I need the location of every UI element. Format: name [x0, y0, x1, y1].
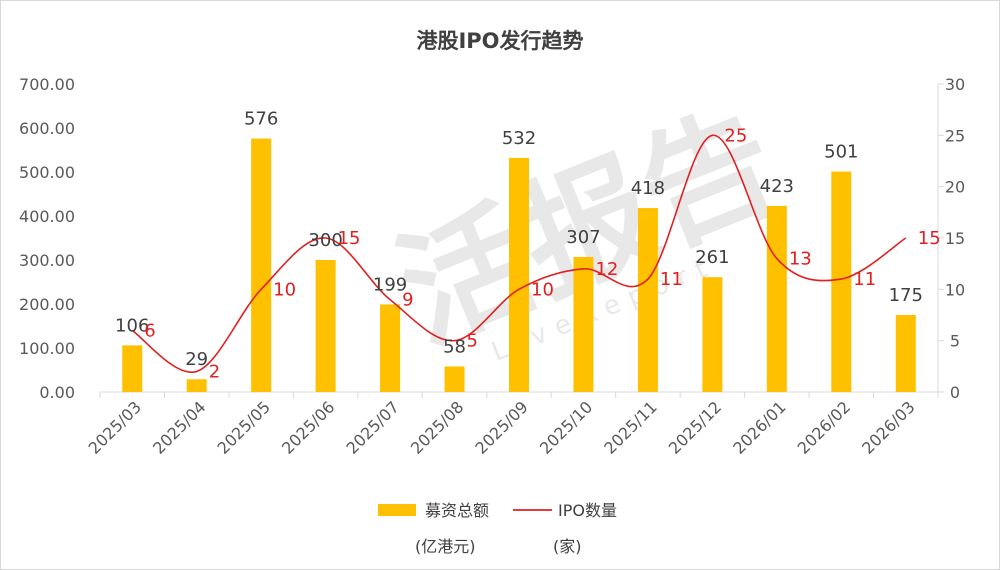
left-tick-label: 300.00 [19, 251, 75, 270]
x-tick-label: 2025/09 [471, 397, 531, 457]
line-value-label: 6 [144, 320, 155, 341]
bar-value-label: 532 [502, 128, 536, 149]
x-tick-label: 2026/03 [858, 397, 918, 457]
bar-value-label: 58 [443, 336, 466, 357]
bar [122, 345, 143, 392]
legend-label-fundraising: 募资总额 [425, 501, 489, 520]
left-axis: 0.00 100.00 200.00 300.00 400.00 500.00 600.00… [19, 75, 75, 402]
line-value-label: 13 [789, 249, 812, 270]
bar [509, 157, 529, 392]
bar-value-label: 418 [631, 178, 665, 199]
bar-value-label: 29 [185, 349, 208, 370]
bar [186, 379, 207, 392]
right-tick-label: 10 [945, 280, 965, 299]
bar [766, 205, 787, 392]
bar-value-label: 300 [308, 230, 342, 251]
left-tick-label: 700.00 [19, 75, 75, 94]
legend-swatch-fundraising [378, 504, 416, 516]
right-tick-label: 30 [945, 75, 965, 94]
x-axis: 2025/03 2025/04 2025/05 2025/06 2025/07 2025/… [85, 392, 939, 458]
x-tick-label: 2025/11 [600, 397, 660, 457]
line-value-label: 10 [531, 279, 554, 300]
legend-unit-fundraising: (亿港元) [415, 537, 476, 556]
legend-unit-ipo-count: (家) [553, 537, 582, 556]
bar [380, 304, 401, 392]
x-tick-label: 2026/02 [794, 397, 854, 457]
line-value-label: 15 [918, 228, 941, 249]
bar-value-label: 576 [244, 109, 278, 130]
line-value-label: 5 [467, 331, 478, 352]
left-tick-label: 0.00 [39, 383, 75, 402]
line-value-label: 11 [853, 269, 876, 290]
x-tick-label: 2025/04 [149, 397, 209, 457]
right-tick-label: 15 [945, 229, 965, 248]
x-tick-label: 2025/12 [665, 397, 725, 457]
line-value-label: 10 [273, 279, 296, 300]
line-value-label: 15 [338, 228, 361, 249]
bar-value-label: 261 [695, 247, 729, 268]
x-tick-label: 2025/03 [85, 397, 145, 457]
bar [831, 171, 852, 392]
line-value-label: 9 [402, 290, 413, 311]
right-tick-label: 20 [945, 178, 965, 197]
left-tick-label: 600.00 [19, 119, 75, 138]
right-tick-label: 5 [950, 332, 960, 351]
line-data-labels: 6 2 10 15 9 5 10 12 11 25 13 11 15 [144, 125, 940, 382]
bar [895, 315, 916, 392]
line-value-label: 25 [724, 125, 747, 146]
legend-label-ipo-count: IPO数量 [558, 501, 617, 520]
bar-value-label: 199 [373, 274, 407, 295]
line-value-label: 11 [660, 269, 683, 290]
bar-value-label: 423 [760, 176, 794, 197]
bar [251, 138, 272, 392]
bar-value-label: 307 [566, 227, 600, 248]
x-tick-label: 2025/10 [536, 397, 596, 457]
left-tick-label: 500.00 [19, 163, 75, 182]
x-tick-label: 2026/01 [729, 397, 789, 457]
chart-title: 港股IPO发行趋势 [416, 29, 583, 53]
right-axis: 0 5 10 15 20 25 30 [938, 75, 965, 402]
bar [702, 277, 723, 392]
bar [637, 208, 658, 392]
x-tick-label: 2025/05 [214, 397, 274, 457]
bar [315, 260, 336, 392]
bar [573, 256, 594, 392]
bar-series [122, 138, 916, 392]
left-tick-label: 100.00 [19, 339, 75, 358]
right-tick-label: 0 [950, 383, 960, 402]
x-tick-label: 2025/08 [407, 397, 467, 457]
left-tick-label: 400.00 [19, 207, 75, 226]
bar-value-label: 106 [115, 315, 149, 336]
legend: 募资总额 (亿港元) IPO数量 (家) [378, 501, 617, 556]
line-value-label: 2 [209, 361, 220, 382]
bar-value-label: 175 [889, 285, 923, 306]
line-value-label: 12 [595, 259, 618, 280]
x-tick-label: 2025/07 [342, 397, 402, 457]
left-tick-label: 200.00 [19, 295, 75, 314]
bar [444, 366, 465, 392]
right-tick-label: 25 [945, 126, 965, 145]
bar-value-label: 501 [824, 142, 858, 163]
x-tick-label: 2025/06 [278, 397, 338, 457]
ipo-count-line [131, 134, 907, 373]
